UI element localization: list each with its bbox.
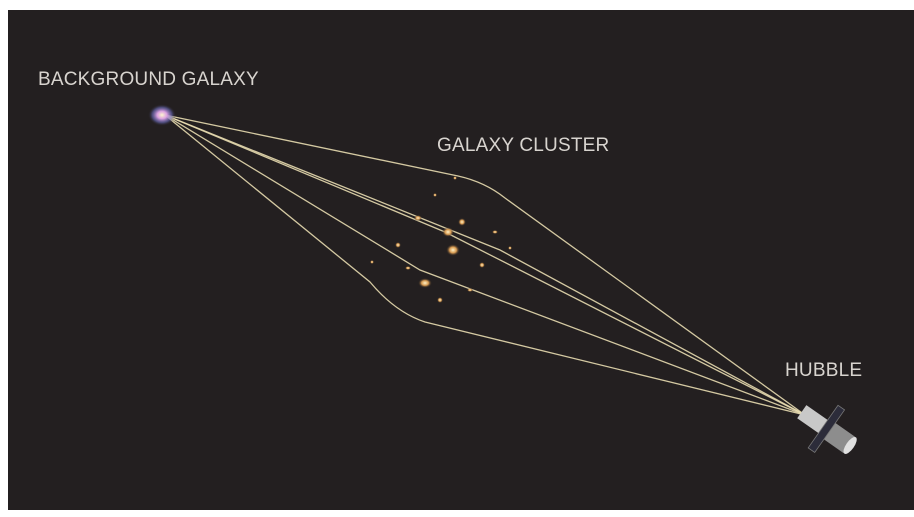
- cluster-galaxy: [453, 176, 457, 180]
- cluster-galaxy: [418, 278, 432, 288]
- cluster-galaxy: [414, 215, 422, 221]
- cluster-galaxy: [395, 242, 401, 248]
- cluster-galaxy: [437, 297, 443, 303]
- cluster-galaxy: [508, 246, 512, 250]
- cluster-galaxy: [405, 266, 411, 270]
- cluster-galaxy: [479, 262, 485, 268]
- cluster-galaxy: [446, 244, 460, 256]
- galaxy: [148, 104, 176, 126]
- cluster-galaxy: [370, 260, 374, 264]
- cluster-galaxy: [492, 230, 498, 234]
- background-galaxy: [148, 104, 176, 126]
- source-label: BACKGROUND GALAXY: [38, 69, 259, 90]
- diagram: BACKGROUND GALAXY GALAXY CLUSTER HUBBLE: [0, 0, 914, 517]
- observer-label: HUBBLE: [785, 360, 862, 381]
- cluster-galaxy: [442, 227, 454, 237]
- cluster-galaxy: [433, 193, 437, 197]
- page: BACKGROUND GALAXY GALAXY CLUSTER HUBBLE …: [0, 0, 914, 517]
- lens-label: GALAXY CLUSTER: [437, 135, 609, 156]
- cluster-galaxy: [467, 288, 473, 292]
- cluster-galaxy: [458, 218, 466, 226]
